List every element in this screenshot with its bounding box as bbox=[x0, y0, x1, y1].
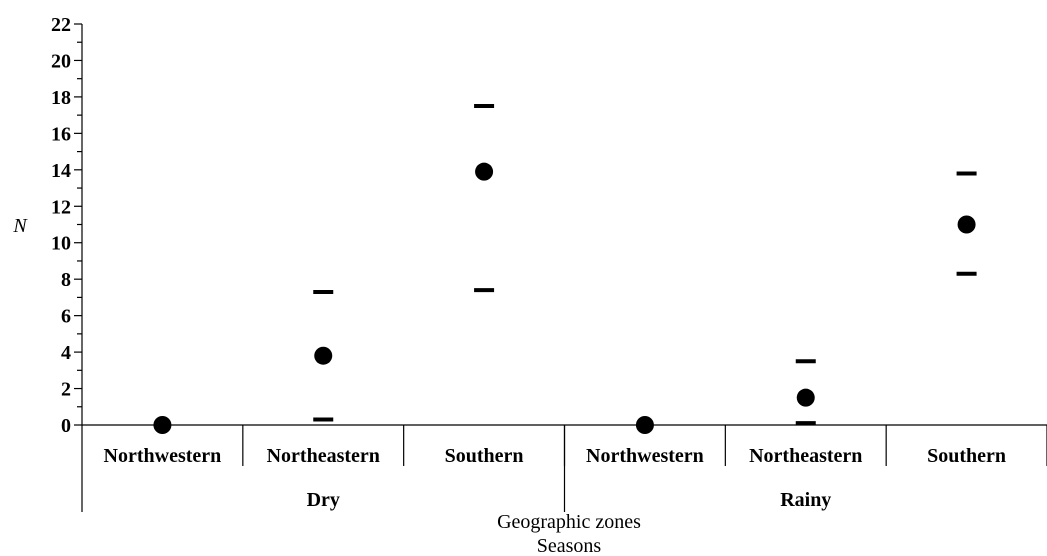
x-category-label: Northwestern bbox=[586, 445, 704, 467]
x-axis: Northwestern Northeastern Southern Northwes… bbox=[82, 424, 1047, 512]
data-point bbox=[475, 162, 494, 181]
y-axis: 0 2 4 6 8 10 12 14 16 18 20 22 bbox=[51, 14, 83, 512]
y-tick-label: 6 bbox=[61, 306, 71, 328]
y-tick-label: 0 bbox=[61, 415, 71, 437]
x-group-label: Dry bbox=[307, 489, 340, 511]
data-point bbox=[796, 388, 815, 407]
x-axis-subtitle: Seasons bbox=[537, 535, 602, 556]
data-marks bbox=[153, 104, 977, 434]
x-category-label: Northeastern bbox=[267, 445, 380, 467]
data-point bbox=[153, 416, 172, 434]
x-group-label: Rainy bbox=[780, 489, 831, 511]
x-category-label: Northeastern bbox=[749, 445, 862, 467]
y-tick-label: 16 bbox=[51, 123, 71, 145]
y-tick-label: 2 bbox=[61, 379, 71, 401]
y-tick-label: 18 bbox=[51, 87, 71, 109]
data-point bbox=[635, 416, 654, 434]
data-point bbox=[957, 215, 976, 234]
y-tick-label: 8 bbox=[61, 269, 71, 291]
y-tick-label: 10 bbox=[51, 233, 71, 255]
y-tick-label: 4 bbox=[61, 342, 71, 364]
y-tick-label: 22 bbox=[51, 14, 71, 36]
y-tick-label: 14 bbox=[51, 160, 71, 182]
y-tick-label: 12 bbox=[51, 196, 71, 218]
y-axis-title: N bbox=[12, 215, 28, 237]
y-tick-label: 20 bbox=[51, 50, 71, 72]
x-category-label: Northwestern bbox=[104, 445, 222, 467]
x-category-label: Southern bbox=[445, 445, 524, 467]
data-point bbox=[314, 346, 333, 365]
x-axis-title: Geographic zones bbox=[497, 511, 641, 533]
x-category-label: Southern bbox=[927, 445, 1006, 467]
